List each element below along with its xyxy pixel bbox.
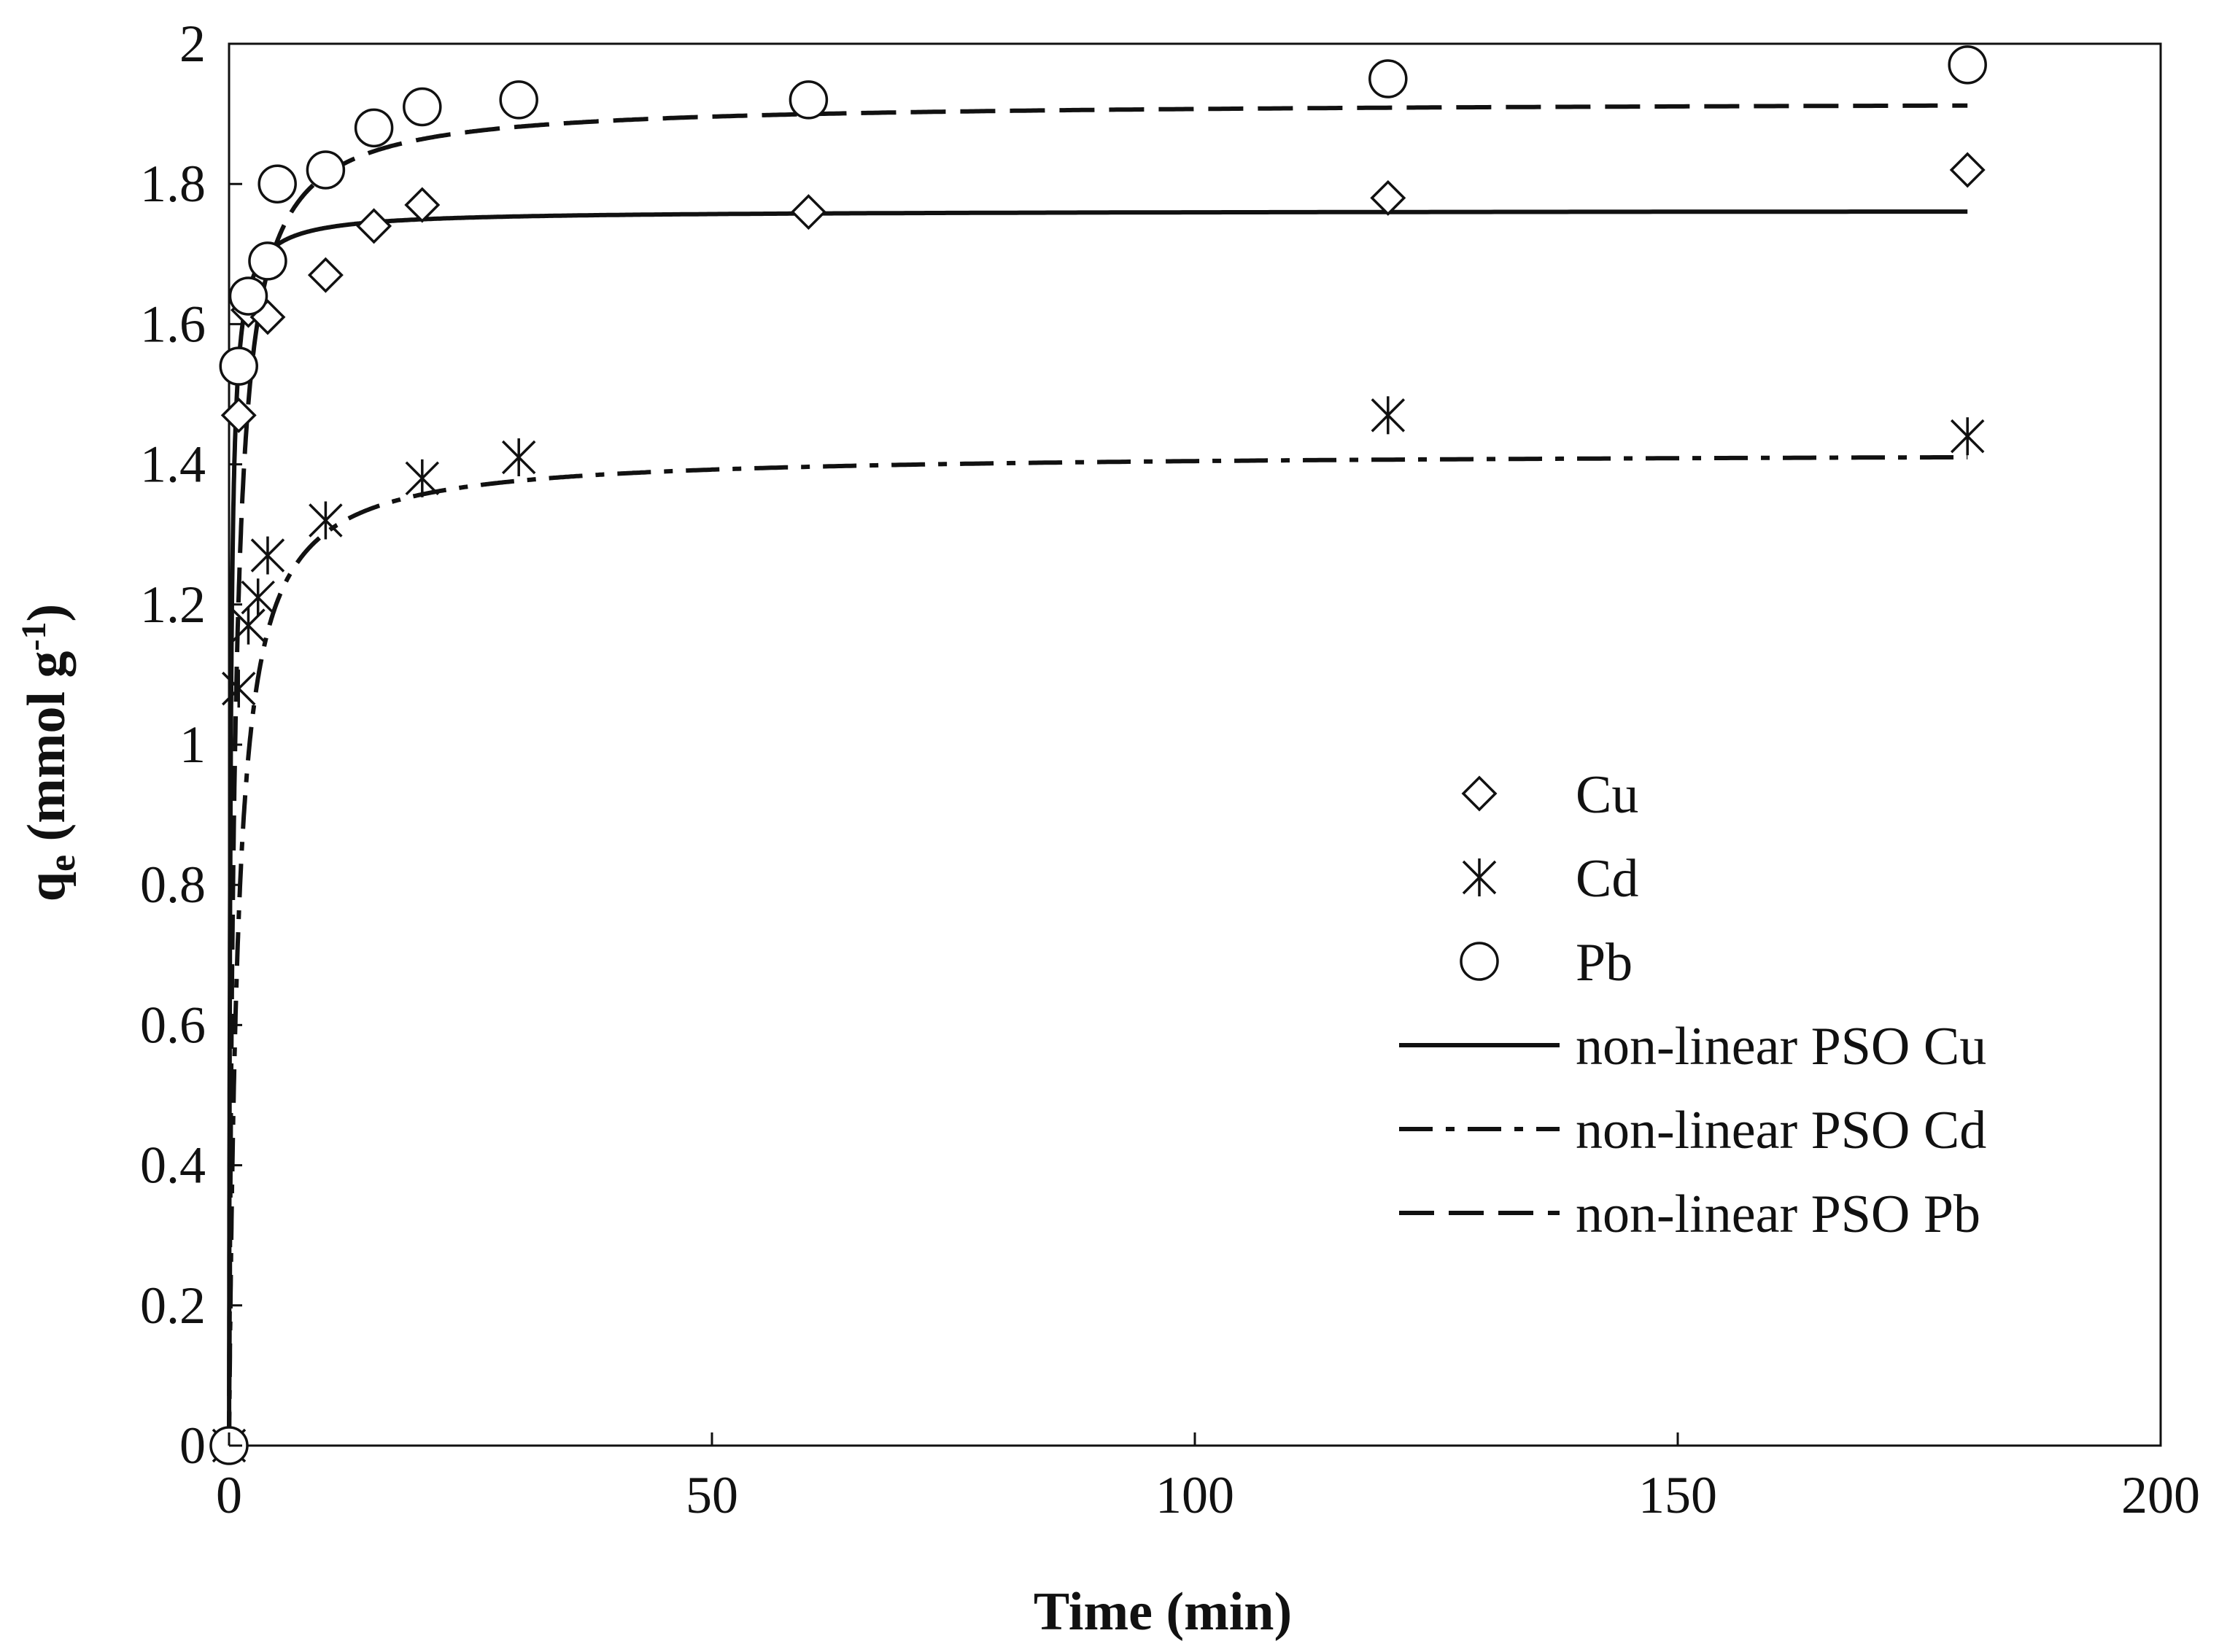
y-tick-label: 2 [179,15,206,73]
data-point-pb [1948,45,1987,85]
data-point-cu [404,187,441,223]
fit-curves [227,103,1968,1448]
data-point-pb [228,276,268,316]
legend-label: non-linear PSO Pb [1576,1184,1980,1244]
data-point-cd [405,459,440,497]
fit-line-non-linear-pso-cd [227,454,1968,1448]
data-point-cd [241,578,275,617]
legend-label: non-linear PSO Cd [1576,1101,1986,1160]
legend-label: Pb [1576,933,1633,993]
legend-label: Cd [1576,849,1638,909]
data-point-cd [222,670,256,708]
y-tick-label: 0.2 [140,1276,206,1335]
data-point-pb [499,80,538,120]
legend-symbol-pb [1460,942,1499,981]
axis-ticks [228,42,2162,1447]
data-point-pb [789,80,829,120]
data-point-cu [307,257,344,293]
legend-symbol-cd [1462,858,1497,896]
y-tick-label: 0.6 [140,996,206,1054]
data-point-cd [1950,417,1985,456]
data-point-pb [219,346,258,386]
x-tick-label: 100 [1155,1466,1234,1524]
y-axis-title-subscript: e [42,855,83,872]
data-point-cd [250,536,285,575]
x-tick-label: 150 [1638,1466,1717,1524]
data-point-pb [1368,59,1408,98]
y-tick-labels: 0 0.2 0.4 0.6 0.8 1 1.2 1.4 1.6 1.8 2 [140,15,206,1475]
data-point-pb [257,164,297,203]
data-point-cd [1371,396,1406,435]
y-axis-title-units-close: ) [17,604,77,622]
data-point-cu [356,208,392,244]
data-point-cu [1370,179,1406,216]
legend-label: Cu [1576,765,1638,825]
fit-line-non-linear-pso-cu [227,209,1968,1448]
y-tick-label: 1.8 [140,155,206,213]
y-tick-label: 1.2 [140,575,206,634]
legend-label: non-linear PSO Cu [1576,1017,1986,1077]
y-tick-label: 1.6 [140,295,206,353]
x-axis-title: Time (min) [1034,1582,1292,1642]
legend-symbol-cu [1461,775,1498,812]
x-tick-label: 0 [216,1466,242,1524]
data-point-pb [306,150,346,190]
data-markers [209,45,1987,1465]
data-point-cu [220,397,257,433]
data-point-pb [403,87,442,127]
x-tick-label: 200 [2121,1466,2200,1524]
legend: Cu Cd Pb non-linear PSO Cu non-linear PSO Cd… [1399,765,1986,1244]
y-tick-label: 1 [179,716,206,774]
y-axis-title-symbol: q [17,872,77,901]
y-tick-label: 1.4 [140,435,206,494]
y-axis-title: qe (mmol g-1) [15,604,83,901]
data-point-cd [501,438,536,476]
data-point-cu [1949,152,1986,188]
x-tick-labels: 0 50 100 150 200 [216,1466,2200,1524]
y-tick-label: 0.4 [140,1136,206,1195]
fit-line-non-linear-pso-pb [227,103,1968,1448]
data-point-cd [309,501,343,540]
y-tick-label: 0.8 [140,856,206,914]
data-point-cu [790,194,826,230]
y-tick-label: 0 [179,1416,206,1475]
y-axis-title-units-exponent: -1 [15,621,53,651]
data-point-pb [354,108,394,148]
y-axis-title-units: (mmol g [17,651,77,855]
x-tick-label: 50 [686,1466,738,1524]
data-point-pb [248,241,287,281]
